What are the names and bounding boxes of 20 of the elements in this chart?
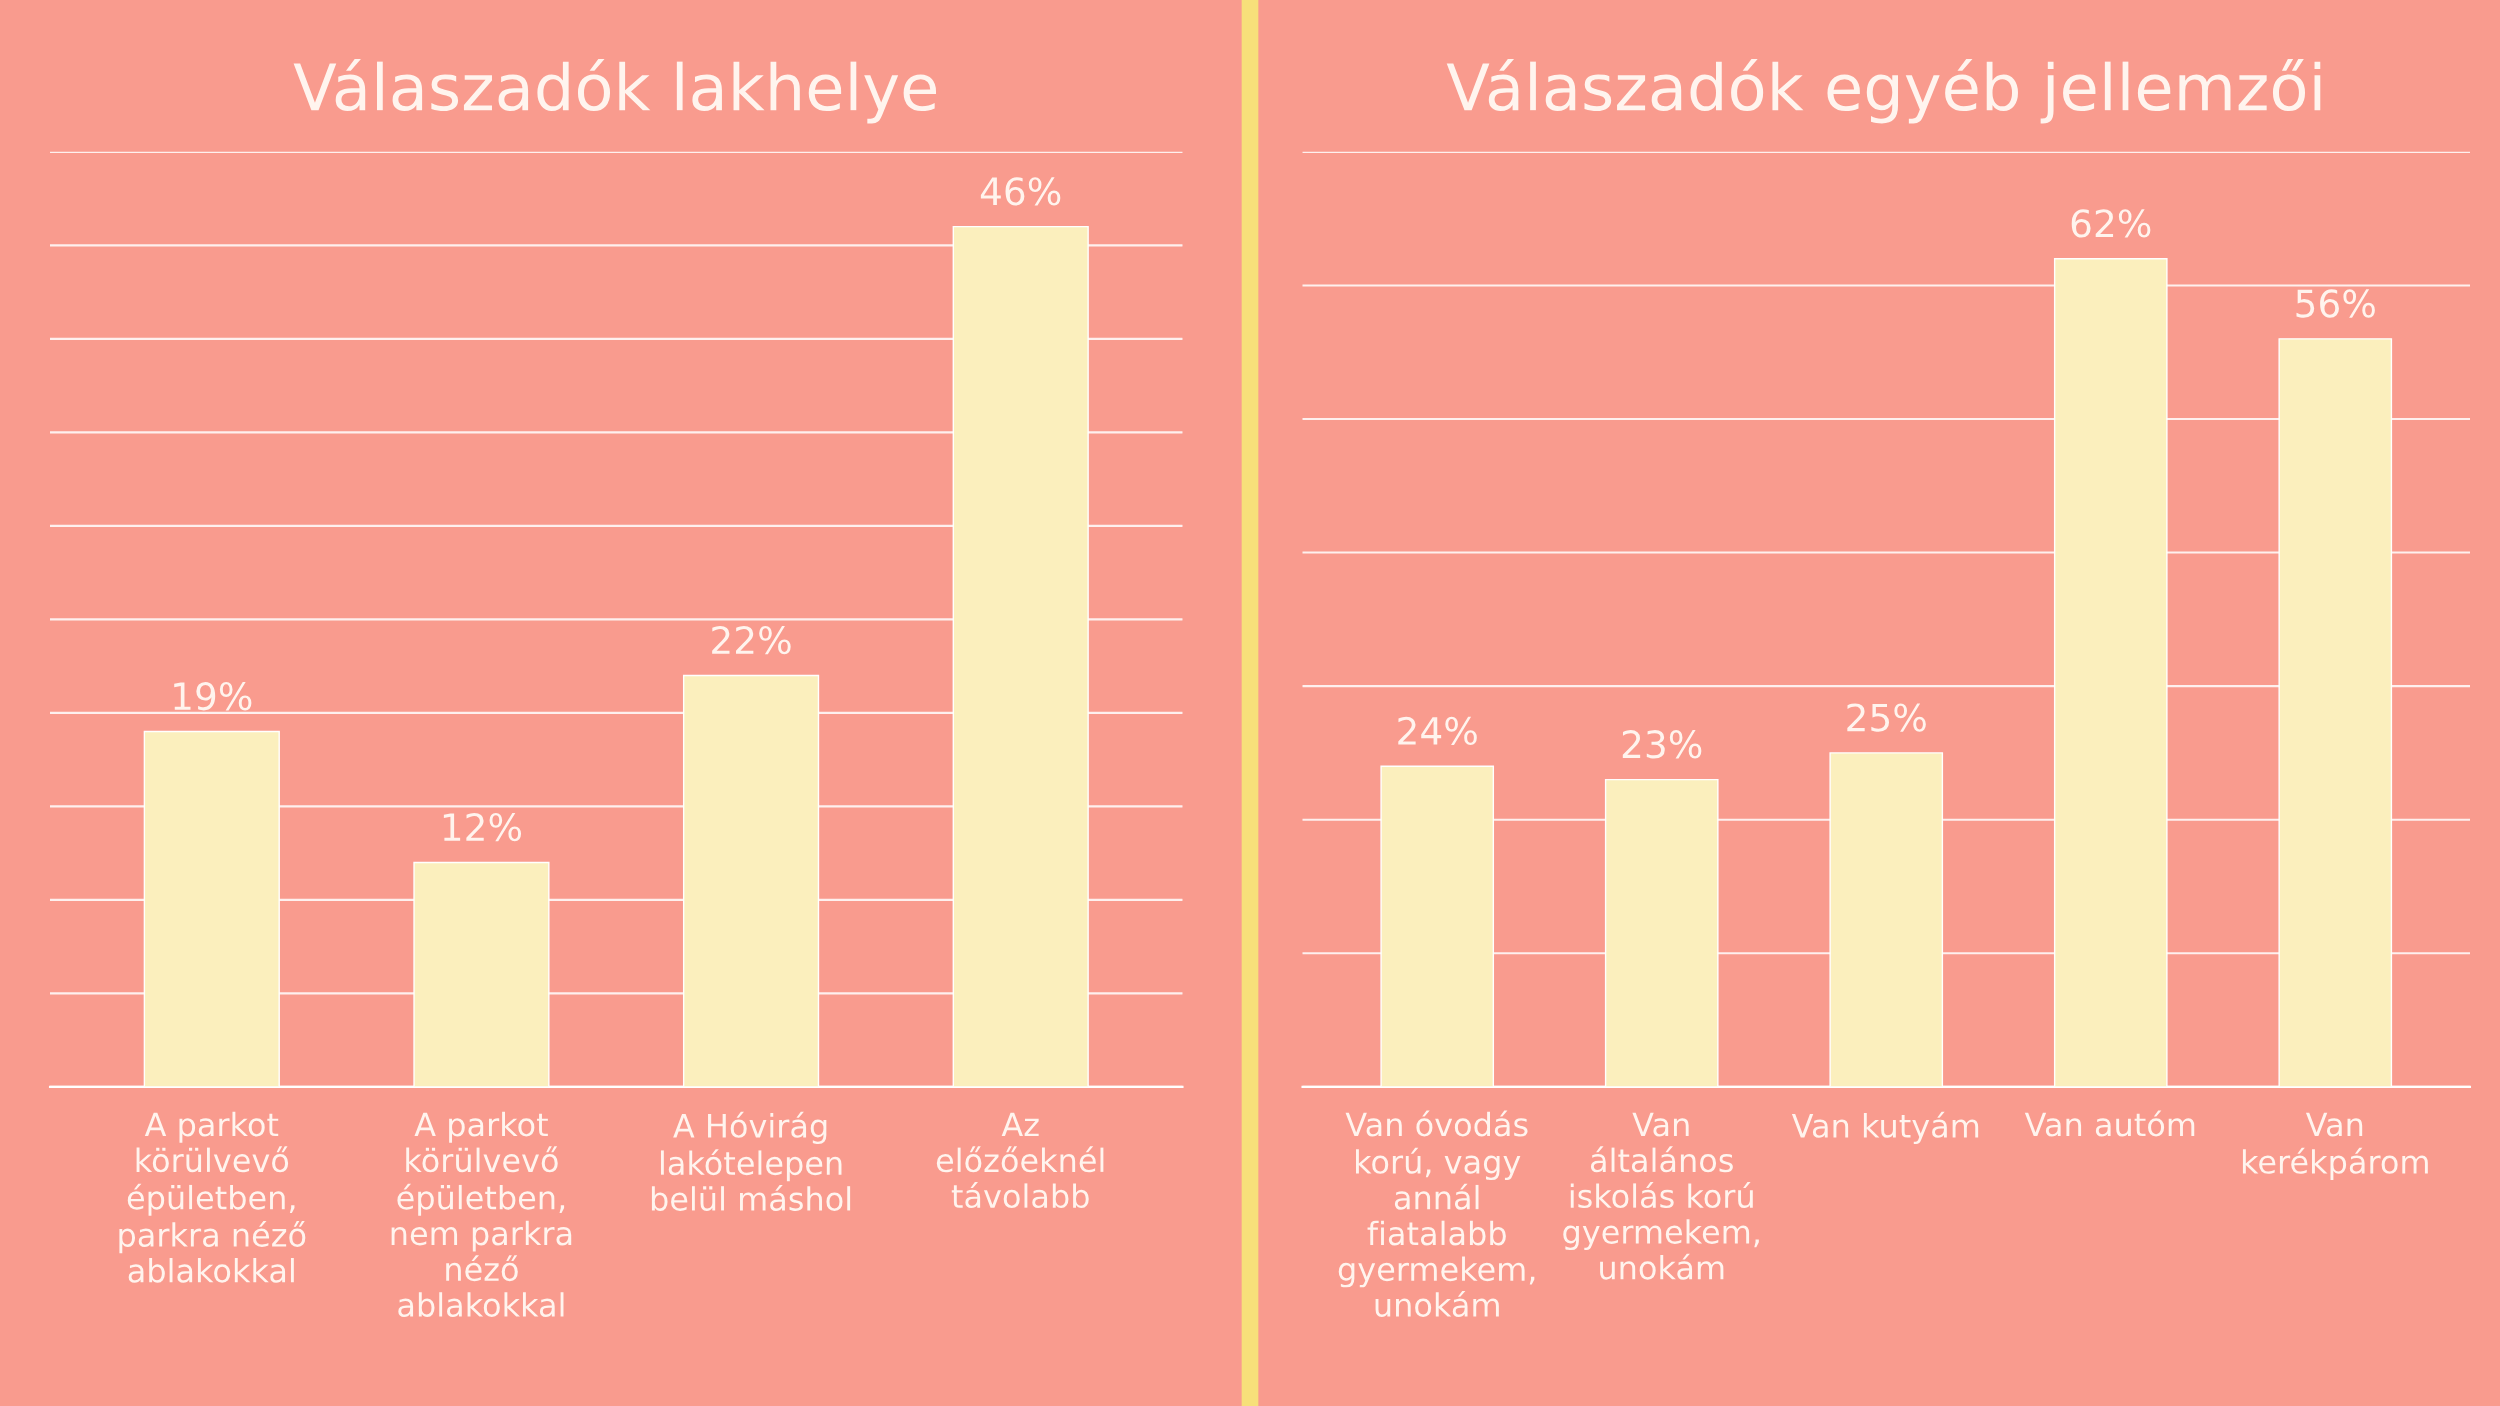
data-label: 56%: [2296, 289, 2375, 318]
x-tick-label: A Hóvirág lakótelepen belül máshol: [651, 1111, 851, 1211]
x-tick-label: A parkot körülvevő épületben, nem parkra néző ablakokkal: [391, 1111, 572, 1317]
data-label: 62%: [2071, 209, 2151, 238]
data-label: 23%: [1622, 730, 1702, 759]
data-label: 19%: [174, 682, 252, 711]
data-label: 46%: [980, 177, 1061, 206]
x-tick-label: Van általános iskolás korú gyermekem, unokám: [1563, 1112, 1759, 1280]
data-label: 24%: [1398, 716, 1477, 746]
x-tick-label: A parkot körülvevő épületben, parkra néző ablakokkal: [119, 1111, 306, 1283]
chart-title: Válaszadók egyéb jellemzői: [1446, 59, 2321, 124]
chart-title: Válaszadók lakhelye: [293, 59, 936, 124]
x-tick-label: Van kerékpárom: [2242, 1112, 2428, 1181]
x-tick-label: Van autóm: [2024, 1110, 2195, 1137]
data-label: 22%: [712, 625, 791, 655]
data-label: 12%: [443, 812, 522, 842]
x-tick-label: Van óvodás korú, vagy annál fiatalabb gyermekem, unokám: [1338, 1110, 1535, 1317]
x-tick-label: Az előzőeknél távolabb: [936, 1112, 1104, 1209]
data-label: 25%: [1847, 703, 1926, 732]
x-tick-label: Van kutyám: [1791, 1111, 1979, 1145]
